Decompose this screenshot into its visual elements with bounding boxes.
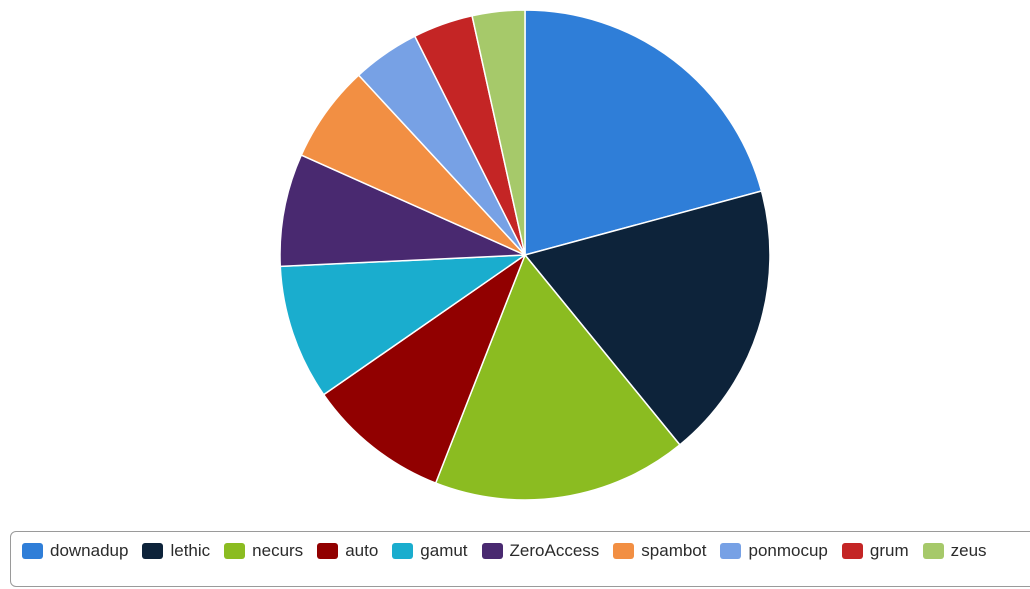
legend-item-ponmocup[interactable]: ponmocup — [720, 540, 828, 562]
legend-item-gamut[interactable]: gamut — [392, 540, 468, 562]
legend-item-downadup[interactable]: downadup — [22, 540, 128, 562]
legend-label: auto — [345, 541, 379, 560]
legend-item-necurs[interactable]: necurs — [224, 540, 303, 562]
legend-label: lethic — [170, 541, 211, 560]
pie-slice-necurs[interactable] — [434, 254, 681, 501]
pie-slice-lethic[interactable] — [524, 190, 771, 446]
pie-slice-zeroaccess[interactable] — [279, 154, 526, 268]
legend-swatch — [481, 543, 503, 559]
legend-swatch — [317, 543, 339, 559]
pie-slice-zeus[interactable] — [471, 9, 526, 256]
pie-slice-gamut[interactable] — [279, 254, 526, 396]
legend-label: downadup — [50, 541, 129, 560]
legend-swatch — [841, 543, 863, 559]
legend-label: gamut — [420, 541, 468, 560]
legend-swatch — [720, 543, 742, 559]
legend-label: necurs — [252, 541, 304, 560]
legend-item-spambot[interactable]: spambot — [613, 540, 706, 562]
pie-slice-auto[interactable] — [322, 254, 526, 484]
legend-swatch — [613, 543, 635, 559]
pie-slice-downadup[interactable] — [524, 9, 763, 256]
legend-item-auto[interactable]: auto — [317, 540, 378, 562]
legend-swatch — [224, 543, 246, 559]
legend-label: zeus — [950, 541, 987, 560]
legend-item-grum[interactable]: grum — [841, 540, 909, 562]
legend-swatch — [922, 543, 944, 559]
chart-legend: downadup lethic necurs auto gamut ZeroAccess s… — [10, 531, 1030, 587]
pie-plot-area — [279, 9, 771, 501]
legend-item-lethic[interactable]: lethic — [142, 540, 210, 562]
legend-item-zeus[interactable]: zeus — [922, 540, 987, 562]
legend-label: ponmocup — [748, 541, 828, 560]
legend-label: ZeroAccess — [509, 541, 600, 560]
legend-label: grum — [869, 541, 909, 560]
legend-swatch — [392, 543, 414, 559]
legend-label: spambot — [641, 541, 707, 560]
legend-swatch — [22, 543, 43, 559]
legend-item-zeroaccess[interactable]: ZeroAccess — [481, 540, 600, 562]
legend-swatch — [142, 543, 164, 559]
